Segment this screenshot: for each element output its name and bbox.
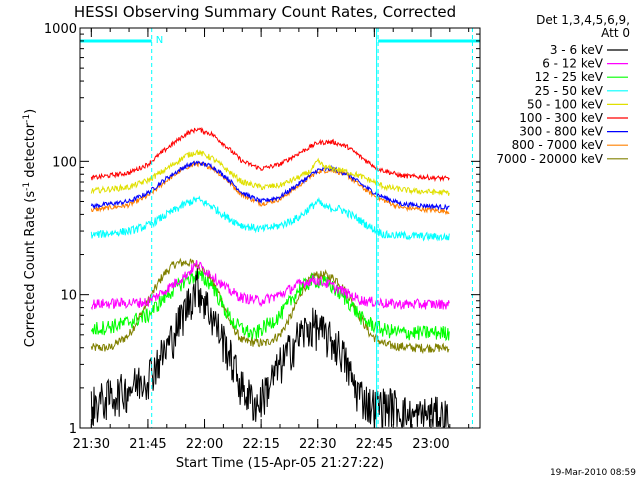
legend-label: 100 - 300 keV: [519, 111, 603, 125]
legend-label: 3 - 6 keV: [550, 43, 604, 57]
y-axis-label-end: ): [23, 109, 38, 114]
series-100-300-kev: [90, 126, 450, 183]
x-axis: 21:30 21:45 22:00 22:15 22:30 22:45 23:00: [73, 28, 470, 452]
series-line: [90, 270, 450, 342]
orbit-markers: N: [80, 28, 480, 428]
x-tick-label: 22:15: [242, 437, 279, 452]
x-tick-label: 21:30: [73, 437, 110, 452]
y-tick-label: 10: [60, 289, 77, 304]
series-6-12-kev: [90, 260, 450, 311]
chart-title: HESSI Observing Summary Count Rates, Cor…: [74, 3, 456, 21]
legend-label: 50 - 100 keV: [527, 97, 604, 111]
legend-label: 6 - 12 keV: [542, 57, 604, 71]
y-axis-label-main: Corrected Count Rate (s: [23, 191, 38, 348]
series-line: [90, 260, 450, 311]
y-tick-label: 100: [52, 155, 77, 170]
series-line: [90, 195, 450, 242]
y-axis-label-sup-2: -1: [22, 114, 32, 123]
y-tick-label: 1000: [44, 22, 77, 37]
series-line: [90, 257, 450, 355]
series-line: [90, 126, 450, 183]
series-7000-20000-kev: [90, 257, 450, 355]
legend-label: 12 - 25 keV: [535, 70, 604, 84]
x-tick-label: 22:00: [186, 437, 223, 452]
x-tick-label: 23:00: [412, 437, 449, 452]
legend-header-line-1: Det 1,3,4,5,6,9,: [536, 13, 630, 27]
plot-area: N: [80, 28, 480, 428]
series-line: [90, 268, 450, 428]
series-line: [90, 149, 450, 196]
y-axis-label: Corrected Count Rate (s-1 detector-1): [22, 109, 38, 347]
legend-label: 300 - 800 keV: [519, 125, 603, 139]
x-tick-label: 22:45: [356, 437, 393, 452]
y-axis-label-sup-1: -1: [22, 182, 32, 191]
y-axis-label-mid: detector: [23, 122, 38, 182]
x-axis-label: Start Time (15-Apr-05 21:27:22): [176, 456, 384, 471]
x-tick-label: 21:45: [129, 437, 166, 452]
series-25-50-kev: [90, 195, 450, 242]
footer-timestamp: 19-Mar-2010 08:59: [550, 468, 636, 478]
y-axis: 1 10 100 1000: [44, 22, 480, 437]
legend-label: 25 - 50 keV: [535, 84, 604, 98]
night-bar-marker: N: [156, 35, 163, 46]
series-3-6-kev: [90, 268, 450, 428]
series-300-800-kev: [90, 160, 450, 211]
series-50-100-kev: [90, 149, 450, 196]
legend-label: 7000 - 20000 keV: [496, 152, 603, 166]
y-tick-label: 1: [69, 422, 77, 437]
legend-header-line-2: Att 0: [601, 26, 630, 40]
series-line: [90, 160, 450, 211]
x-tick-label: 22:30: [299, 437, 336, 452]
series-12-25-kev: [90, 270, 450, 342]
legend-label: 800 - 7000 keV: [512, 138, 604, 152]
